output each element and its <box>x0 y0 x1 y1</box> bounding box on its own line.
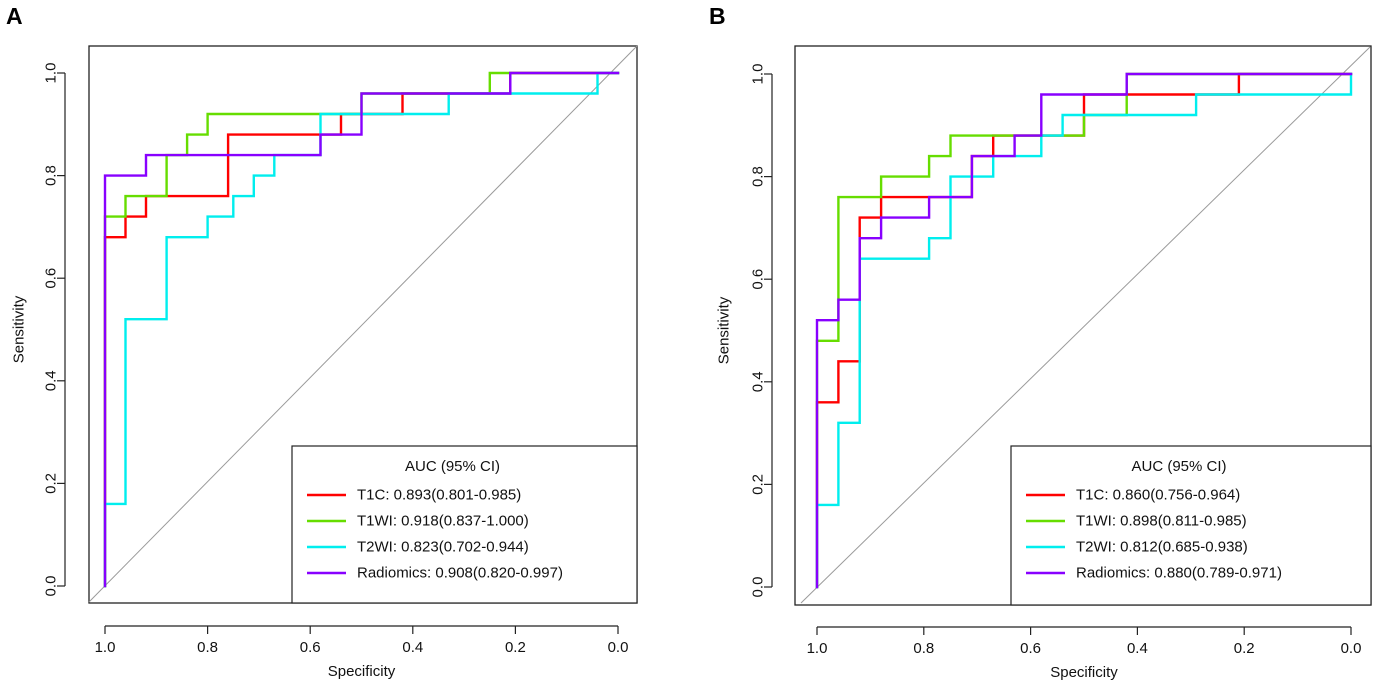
legend-entry: T1C: 0.860(0.756-0.964) <box>1076 487 1240 504</box>
x-tick-label: 0.2 <box>505 639 526 656</box>
y-tick-label: 0.4 <box>43 370 60 391</box>
legend-entry: T1C: 0.893(0.801-0.985) <box>357 487 521 504</box>
x-tick-label: 0.6 <box>1020 640 1041 657</box>
x-axis-title: Specificity <box>328 663 396 680</box>
x-tick-label: 1.0 <box>95 639 116 656</box>
legend-entry: Radiomics: 0.880(0.789-0.971) <box>1076 565 1282 582</box>
legend-entry: Radiomics: 0.908(0.820-0.997) <box>357 565 563 582</box>
y-tick-label: 0.0 <box>750 577 767 598</box>
roc-curve-radiomics <box>103 71 620 588</box>
legend-title: AUC (95% CI) <box>405 458 500 475</box>
y-tick-label: 1.0 <box>43 63 60 84</box>
x-tick-label: 0.8 <box>913 640 934 657</box>
y-tick-label: 0.2 <box>750 474 767 495</box>
x-axis-title: Specificity <box>1050 664 1118 681</box>
x-tick-label: 0.6 <box>300 639 321 656</box>
reference-diagonal <box>800 46 1371 604</box>
legend-entry: T1WI: 0.898(0.811-0.985) <box>1076 513 1247 530</box>
x-tick-label: 0.8 <box>197 639 218 656</box>
y-tick-label: 0.8 <box>43 165 60 186</box>
legend-box <box>291 445 638 604</box>
legend-title: AUC (95% CI) <box>1131 458 1226 475</box>
panel-label: A <box>6 3 23 29</box>
roc-panel-b: B 0.0 0.2 0.4 0.6 0.8 1.0 Sensitivity 1.0 0.8 0.6… <box>687 0 1375 691</box>
y-axis-title: Sensitivity <box>11 295 28 363</box>
x-tick-label: 1.0 <box>807 640 828 657</box>
legend-entry: T1WI: 0.918(0.837-1.000) <box>357 513 529 530</box>
roc-chart-a: 0.0 0.2 0.4 0.6 0.8 1.0 Sensitivity 1.0 0.8 0.6 0.… <box>11 45 638 680</box>
legend-entry: T2WI: 0.812(0.685-0.938) <box>1076 539 1248 556</box>
x-tick-label: 0.0 <box>1341 640 1362 657</box>
y-tick-label: 1.0 <box>750 64 767 85</box>
x-tick-label: 0.4 <box>1127 640 1148 657</box>
roc-panel-a: A 0.0 0.2 0.4 0.6 0.8 1.0 Sensitivity 1.0 0.8 0.6… <box>0 0 687 691</box>
y-axis-title: Sensitivity <box>716 296 733 364</box>
roc-chart-b: 0.0 0.2 0.4 0.6 0.8 1.0 Sensitivity 1.0 0.8 0.6 0.… <box>716 45 1372 681</box>
y-tick-label: 0.0 <box>43 576 60 597</box>
y-tick-label: 0.6 <box>43 268 60 289</box>
y-tick-label: 0.6 <box>750 269 767 290</box>
legend-box <box>1010 445 1372 606</box>
legend-entry: T2WI: 0.823(0.702-0.944) <box>357 539 529 556</box>
x-tick-label: 0.4 <box>402 639 423 656</box>
panel-label: B <box>709 3 726 29</box>
y-tick-label: 0.8 <box>750 166 767 187</box>
x-tick-label: 0.0 <box>608 639 629 656</box>
x-tick-label: 0.2 <box>1234 640 1255 657</box>
y-tick-label: 0.2 <box>43 473 60 494</box>
roc-curve-radiomics <box>815 72 1353 589</box>
roc-curve-t2wi <box>103 71 620 588</box>
reference-diagonal <box>88 45 638 603</box>
y-tick-label: 0.4 <box>750 371 767 392</box>
